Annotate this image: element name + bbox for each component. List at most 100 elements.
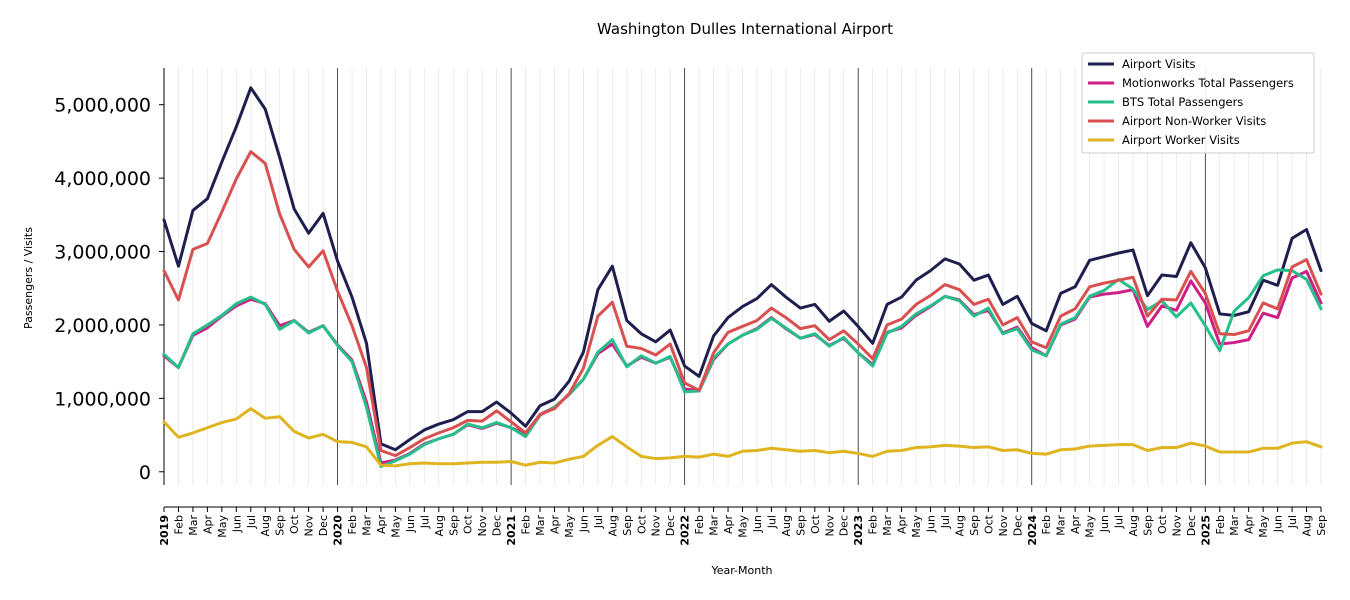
x-tick-label: May [737, 515, 750, 538]
x-tick-label: Feb [346, 515, 359, 534]
x-tick-label: Apr [1069, 515, 1082, 535]
x-tick-label: Apr [201, 515, 214, 535]
x-tick-label: Dec [317, 515, 330, 536]
series-line-airport-visits [162, 86, 1323, 452]
x-tick-label: Mar [534, 515, 547, 536]
x-tick-label: Aug [953, 515, 966, 536]
x-tick-label: 2024 [1026, 515, 1039, 546]
series-layer [162, 86, 1323, 469]
x-tick-label: May [563, 515, 576, 538]
x-tick-label: 2023 [852, 515, 865, 546]
x-tick-label: Apr [1243, 515, 1256, 535]
x-tick-label: Dec [838, 515, 851, 536]
x-tick-label: Feb [867, 515, 880, 534]
x-tick-label: Jun [1098, 515, 1111, 533]
x-tick-label: Mar [881, 515, 894, 536]
x-tick-label: May [1257, 515, 1270, 538]
x-tick-label: Sep [447, 515, 460, 536]
x-tick-label: Aug [433, 515, 446, 536]
grid-layer [178, 68, 1322, 485]
x-tick-label: Aug [1301, 515, 1314, 536]
x-tick-label: Feb [1040, 515, 1053, 534]
x-tick-label: May [216, 515, 229, 538]
x-tick-label: Sep [621, 515, 634, 536]
x-axis-label: Year-Month [710, 564, 772, 577]
x-tick-label: Feb [1214, 515, 1227, 534]
series-line-bts-total-passengers [162, 268, 1323, 469]
x-tick-label: Feb [520, 515, 533, 534]
x-tick-label: Jun [925, 515, 938, 533]
x-tick-label: Feb [693, 515, 706, 534]
legend-label: Motionworks Total Passengers [1122, 76, 1294, 90]
x-tick-label: May [389, 515, 402, 538]
x-tick-label: Nov [476, 515, 489, 537]
x-tick-label: Jun [577, 515, 590, 533]
y-tick-label: 4,000,000 [54, 168, 151, 190]
legend-label: Airport Non-Worker Visits [1122, 114, 1266, 128]
x-tick-label: Sep [794, 515, 807, 536]
x-tick-label: Sep [274, 515, 287, 536]
x-tick-label: Mar [187, 515, 200, 536]
legend-box [1081, 52, 1315, 154]
x-tick-label: Oct [982, 514, 995, 534]
y-tick-label: 0 [139, 462, 151, 484]
axis-layer: 0 1,000,000 2,000,000 3,000,000 4,000,000 5,0… [54, 68, 1328, 546]
x-tick-label: 2025 [1199, 515, 1212, 546]
x-tick-label: Jun [751, 515, 764, 533]
x-tick-label: Apr [722, 515, 735, 535]
x-tick-label: Jul [1113, 515, 1126, 529]
x-tick-label: Nov [997, 515, 1010, 537]
x-tick-label: Jun [230, 515, 243, 533]
x-tick-label: Nov [303, 515, 316, 537]
series-line-airport-non-worker-visits [162, 150, 1323, 458]
x-tick-label: 2022 [679, 515, 692, 546]
x-tick-label: 2020 [332, 515, 345, 546]
x-tick-label: Jul [418, 515, 431, 529]
x-tick-label: 2019 [158, 515, 171, 546]
x-tick-label: Aug [780, 515, 793, 536]
y-tick-label: 3,000,000 [54, 242, 151, 264]
x-tick-label: Apr [375, 515, 388, 535]
y-tick-label: 1,000,000 [54, 388, 151, 410]
legend-label: BTS Total Passengers [1122, 95, 1243, 109]
x-tick-label: Jul [1286, 515, 1299, 529]
x-tick-label: Jul [592, 515, 605, 529]
x-tick-label: Feb [172, 515, 185, 534]
x-tick-label: Apr [548, 515, 561, 535]
x-tick-label: Oct [1156, 514, 1169, 534]
chart-title: Washington Dulles International Airport [597, 20, 893, 38]
x-tick-label: Jun [1272, 515, 1285, 533]
x-tick-label: Dec [491, 515, 504, 536]
y-tick-label: 2,000,000 [54, 315, 151, 337]
x-tick-label: Apr [896, 515, 909, 535]
x-tick-label: Mar [360, 515, 373, 536]
x-tick-label: Nov [1170, 515, 1183, 537]
x-tick-label: Oct [462, 514, 475, 534]
x-tick-label: Dec [1011, 515, 1024, 536]
x-tick-label: Jul [245, 515, 258, 529]
x-tick-label: Aug [259, 515, 272, 536]
x-tick-label: Dec [1185, 515, 1198, 536]
x-tick-label: Sep [1315, 515, 1328, 536]
x-tick-label: Dec [664, 515, 677, 536]
legend-label: Airport Visits [1122, 57, 1196, 71]
x-tick-label: Sep [1141, 515, 1154, 536]
legend-label: Airport Worker Visits [1122, 133, 1240, 147]
x-tick-label: Nov [823, 515, 836, 537]
x-tick-label: Mar [1228, 515, 1241, 536]
x-tick-label: Nov [650, 515, 663, 537]
x-tick-label: Oct [288, 514, 301, 534]
legend: Airport Visits Motionworks Total Passenge… [1081, 52, 1315, 154]
x-tick-label: Mar [1055, 515, 1068, 536]
series-line-airport-worker-visits [162, 407, 1323, 468]
x-tick-label: Mar [708, 515, 721, 536]
x-tick-label: Sep [968, 515, 981, 536]
x-tick-label: Oct [635, 514, 648, 534]
x-tick-label: May [1084, 515, 1097, 538]
x-tick-label: Oct [809, 514, 822, 534]
y-tick-label: 5,000,000 [54, 95, 151, 117]
x-tick-label: Aug [606, 515, 619, 536]
x-tick-label: Jul [939, 515, 952, 529]
